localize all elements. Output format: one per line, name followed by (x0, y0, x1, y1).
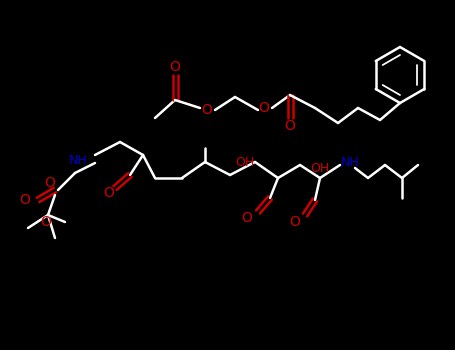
Text: O: O (170, 60, 181, 74)
Text: O: O (40, 215, 51, 229)
Text: O: O (202, 103, 212, 117)
Text: OH: OH (235, 155, 254, 168)
Text: O: O (258, 101, 269, 115)
Text: NH: NH (68, 154, 87, 167)
Text: NH: NH (341, 155, 359, 168)
Text: O: O (44, 176, 55, 190)
Text: O: O (241, 211, 252, 225)
Text: O: O (289, 215, 300, 229)
Text: OH: OH (310, 161, 329, 175)
Text: O: O (284, 119, 295, 133)
Text: O: O (104, 186, 115, 200)
Text: O: O (19, 193, 30, 207)
